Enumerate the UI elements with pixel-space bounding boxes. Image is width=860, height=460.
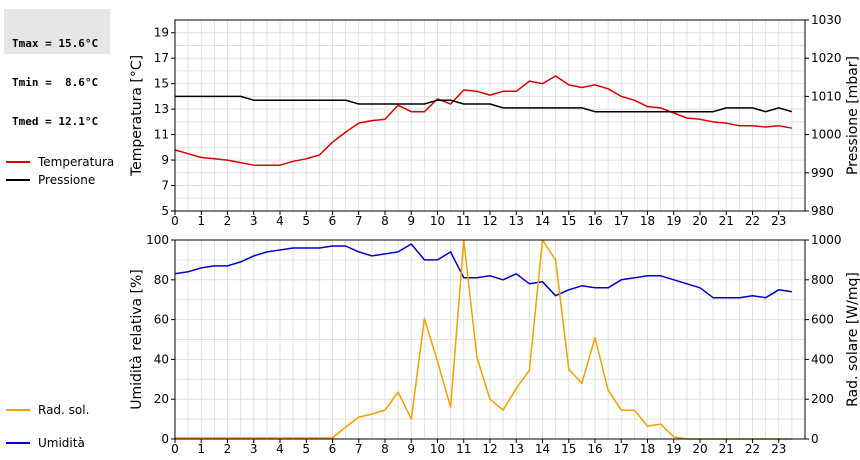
series-line-umidit (174, 243, 793, 299)
x-tick-label: 3 (250, 442, 258, 456)
x-tick-label: 6 (329, 442, 337, 456)
x-tick-label: 10 (430, 214, 445, 228)
chart-panel-2: 0 1 2 3 4 5 6 7 8 9 10 11 12 13 14 15 16 17 18 19 20 21 22 2302… (6, 233, 860, 456)
x-tick-label: 0 (171, 214, 179, 228)
y-tick-label-left: 17 (154, 51, 169, 65)
y-axis-title-right: Pressione [mbar] (845, 56, 860, 175)
legend-pressione-label: Pressione (38, 173, 95, 187)
x-tick-label: 8 (381, 442, 389, 456)
x-tick-label: 9 (407, 442, 415, 456)
legend-umidit-label: Umidità (38, 436, 85, 450)
x-tick-label: 11 (456, 442, 471, 456)
y-tick-label-right: 1030 (811, 13, 842, 27)
legend-rad-sol-label: Rad. sol. (38, 403, 89, 417)
x-tick-label: 6 (329, 214, 337, 228)
x-tick-label: 7 (355, 442, 363, 456)
x-tick-label: 16 (587, 442, 602, 456)
y-tick-label-right: 1000 (811, 233, 842, 247)
y-tick-label-right: 0 (811, 432, 819, 446)
x-tick-label: 12 (482, 214, 497, 228)
y-tick-label-left: 19 (154, 26, 169, 40)
y-tick-label-right: 1010 (811, 89, 842, 103)
y-tick-label-left: 40 (154, 352, 169, 366)
x-tick-label: 15 (561, 214, 576, 228)
y-axis-title-right: Rad. solare [W/mq] (845, 272, 860, 407)
stats-box: Tmax = 15.6°C Tmin = 8.6°C Tmed = 12.1°C (4, 9, 110, 128)
y-tick-label-right: 990 (811, 166, 834, 180)
x-tick-label: 10 (430, 442, 445, 456)
y-tick-label-right: 1000 (811, 128, 842, 142)
tmin-text: Tmin = 8.6°C (12, 76, 99, 89)
x-tick-label: 5 (302, 214, 310, 228)
x-tick-label: 18 (640, 442, 655, 456)
y-tick-label-left: 13 (154, 102, 169, 116)
y-tick-label-right: 980 (811, 204, 834, 218)
x-tick-label: 14 (535, 442, 550, 456)
series-line-pressione (175, 95, 793, 113)
tmax-text: Tmax = 15.6°C (12, 37, 99, 50)
x-tick-label: 19 (666, 214, 681, 228)
x-tick-label: 7 (355, 214, 363, 228)
x-tick-label: 21 (719, 442, 734, 456)
chart-panel-1: 0 1 2 3 4 5 6 7 8 9 10 11 12 13 14 15 16 17 18 19 20 21 22 2357… (6, 13, 860, 228)
y-tick-label-left: 5 (161, 204, 169, 218)
y-tick-label-right: 600 (811, 313, 834, 327)
x-tick-label: 1 (197, 214, 205, 228)
x-tick-label: 4 (276, 442, 284, 456)
y-tick-label-left: 20 (154, 392, 169, 406)
legend-temperatura-label: Temperatura (37, 155, 114, 169)
y-tick-label-left: 7 (161, 179, 169, 193)
y-axis-title-left: Umidità relativa [%] (129, 269, 145, 410)
y-tick-label-left: 100 (146, 233, 169, 247)
x-tick-label: 21 (719, 214, 734, 228)
y-tick-label-left: 15 (154, 77, 169, 91)
x-tick-label: 8 (381, 214, 389, 228)
x-tick-label: 1 (197, 442, 205, 456)
x-tick-label: 3 (250, 214, 258, 228)
x-tick-label: 17 (614, 442, 629, 456)
x-tick-label: 20 (692, 442, 707, 456)
x-tick-label: 14 (535, 214, 550, 228)
x-tick-label: 0 (171, 442, 179, 456)
x-tick-label: 9 (407, 214, 415, 228)
x-tick-label: 11 (456, 214, 471, 228)
x-tick-label: 15 (561, 442, 576, 456)
x-tick-label: 13 (509, 214, 524, 228)
x-tick-label: 17 (614, 214, 629, 228)
y-tick-label-right: 800 (811, 273, 834, 287)
x-tick-label: 4 (276, 214, 284, 228)
y-axis-title-left: Temperatura [°C] (129, 55, 145, 177)
series-line-temperatura (174, 75, 793, 166)
y-tick-label-left: 9 (161, 153, 169, 167)
y-tick-label-right: 200 (811, 392, 834, 406)
tmed-text: Tmed = 12.1°C (12, 115, 99, 128)
y-tick-label-left: 0 (161, 432, 169, 446)
x-tick-label: 20 (692, 214, 707, 228)
x-tick-label: 5 (302, 442, 310, 456)
x-tick-label: 23 (771, 442, 786, 456)
x-tick-label: 16 (587, 214, 602, 228)
x-tick-label: 2 (224, 214, 232, 228)
x-tick-label: 22 (745, 214, 760, 228)
y-tick-label-left: 11 (154, 128, 169, 142)
x-tick-label: 18 (640, 214, 655, 228)
x-tick-label: 12 (482, 442, 497, 456)
x-tick-label: 13 (509, 442, 524, 456)
y-tick-label-left: 80 (154, 273, 169, 287)
y-tick-label-right: 400 (811, 352, 834, 366)
y-tick-label-right: 1020 (811, 51, 842, 65)
x-tick-label: 19 (666, 442, 681, 456)
x-tick-label: 23 (771, 214, 786, 228)
y-tick-label-left: 60 (154, 313, 169, 327)
x-tick-label: 2 (224, 442, 232, 456)
x-tick-label: 22 (745, 442, 760, 456)
